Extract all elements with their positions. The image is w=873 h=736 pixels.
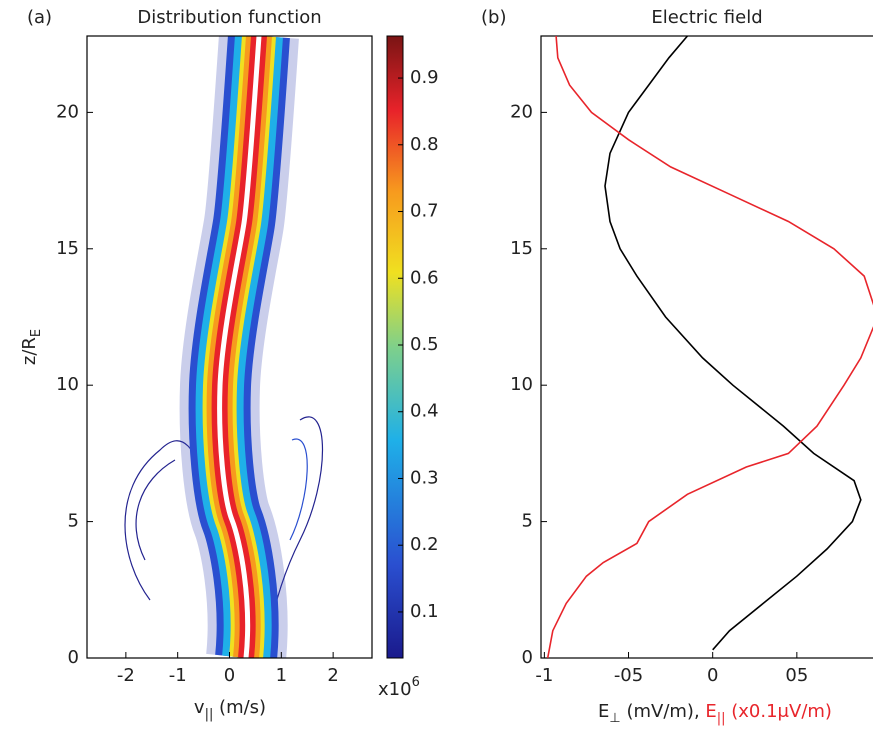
y-tick-label: 10 bbox=[510, 374, 533, 395]
text-part: ⊥ bbox=[609, 711, 620, 726]
text-part: E bbox=[598, 701, 609, 722]
chart-title: Electric field bbox=[651, 7, 762, 28]
colorbar-tick-label: 0.6 bbox=[410, 267, 439, 288]
y-tick-label: 15 bbox=[510, 238, 533, 259]
y-tick-label: 5 bbox=[68, 511, 79, 532]
x-tick-label: -05 bbox=[614, 665, 643, 686]
text-part: (x0.1μV/m) bbox=[726, 701, 832, 722]
x-multiplier: x106 bbox=[378, 675, 420, 701]
x-tick-label: 05 bbox=[785, 665, 808, 686]
y-tick-label: 10 bbox=[56, 374, 79, 395]
y-tick-label: 20 bbox=[56, 101, 79, 122]
x-tick-label: -1 bbox=[535, 665, 553, 686]
x-tick-label: -2 bbox=[117, 665, 135, 686]
text-part: E bbox=[705, 701, 716, 722]
text-part: (mV/m), bbox=[621, 701, 706, 722]
text-part: v bbox=[194, 697, 205, 718]
text-part: z/R bbox=[19, 337, 40, 365]
y-tick-label: 15 bbox=[56, 238, 79, 259]
x-tick-label: 0 bbox=[224, 665, 235, 686]
chart-title: Distribution function bbox=[137, 7, 321, 28]
colorbar bbox=[386, 35, 404, 659]
colorbar-tick-label: 0.7 bbox=[410, 201, 439, 222]
colorbar-tick-label: 0.9 bbox=[410, 67, 439, 88]
x-tick-label: 0 bbox=[707, 665, 718, 686]
panel-label: (a) bbox=[27, 7, 52, 28]
colorbar-tick-label: 0.8 bbox=[410, 134, 439, 155]
y-tick-label: 0 bbox=[68, 647, 79, 668]
colorbar-tick-label: 0.3 bbox=[410, 467, 439, 488]
x-tick-label: 2 bbox=[327, 665, 338, 686]
axes-frame bbox=[540, 35, 873, 659]
y-tick-label: 0 bbox=[522, 647, 533, 668]
y-axis-label: z/RE bbox=[19, 329, 44, 365]
text-part: x10 bbox=[378, 679, 412, 700]
text-part: || bbox=[205, 707, 214, 722]
colorbar-tick-label: 0.2 bbox=[410, 534, 439, 555]
y-tick-label: 5 bbox=[522, 511, 533, 532]
colorbar-tick-label: 0.1 bbox=[410, 601, 439, 622]
line bbox=[604, 35, 862, 651]
colorbar-tick-label: 0.5 bbox=[410, 334, 439, 355]
panel-label: (b) bbox=[481, 7, 506, 28]
x-axis-label: E⊥ (mV/m), E|| (x0.1μV/m) bbox=[598, 701, 832, 726]
x-axis-label: v|| (m/s) bbox=[194, 697, 266, 722]
line bbox=[546, 35, 873, 659]
text-part: E bbox=[29, 329, 44, 337]
x-tick-label: -1 bbox=[169, 665, 187, 686]
y-tick-label: 20 bbox=[510, 101, 533, 122]
text-part: 6 bbox=[412, 675, 420, 690]
text-part: (m/s) bbox=[213, 697, 266, 718]
x-tick-label: 1 bbox=[276, 665, 287, 686]
contour-field bbox=[124, 36, 324, 658]
colorbar-tick-label: 0.4 bbox=[410, 401, 439, 422]
text-part: || bbox=[717, 711, 726, 726]
